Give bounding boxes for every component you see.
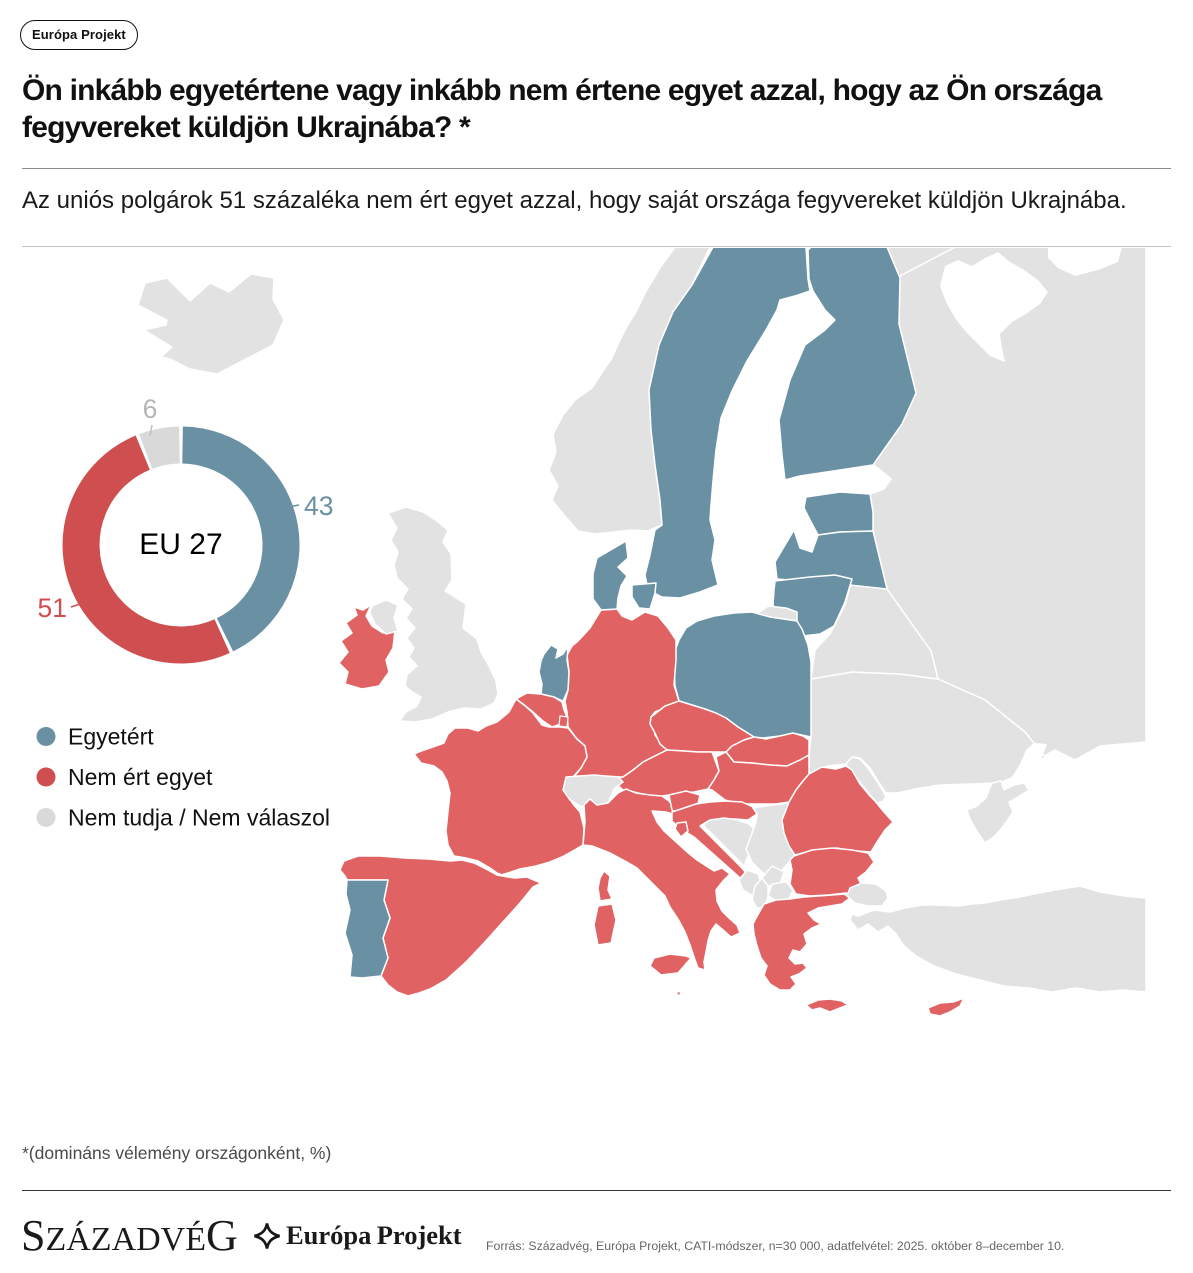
svg-text:43: 43 (304, 491, 333, 521)
svg-text:Egyetért: Egyetért (68, 724, 154, 750)
svg-text:Nem ért egyet: Nem ért egyet (68, 764, 213, 790)
svg-text:6: 6 (143, 394, 158, 424)
svg-text:Nem tudja / Nem válaszol: Nem tudja / Nem válaszol (68, 805, 330, 831)
svg-text:EU 27: EU 27 (139, 528, 222, 561)
svg-text:51: 51 (38, 593, 67, 623)
